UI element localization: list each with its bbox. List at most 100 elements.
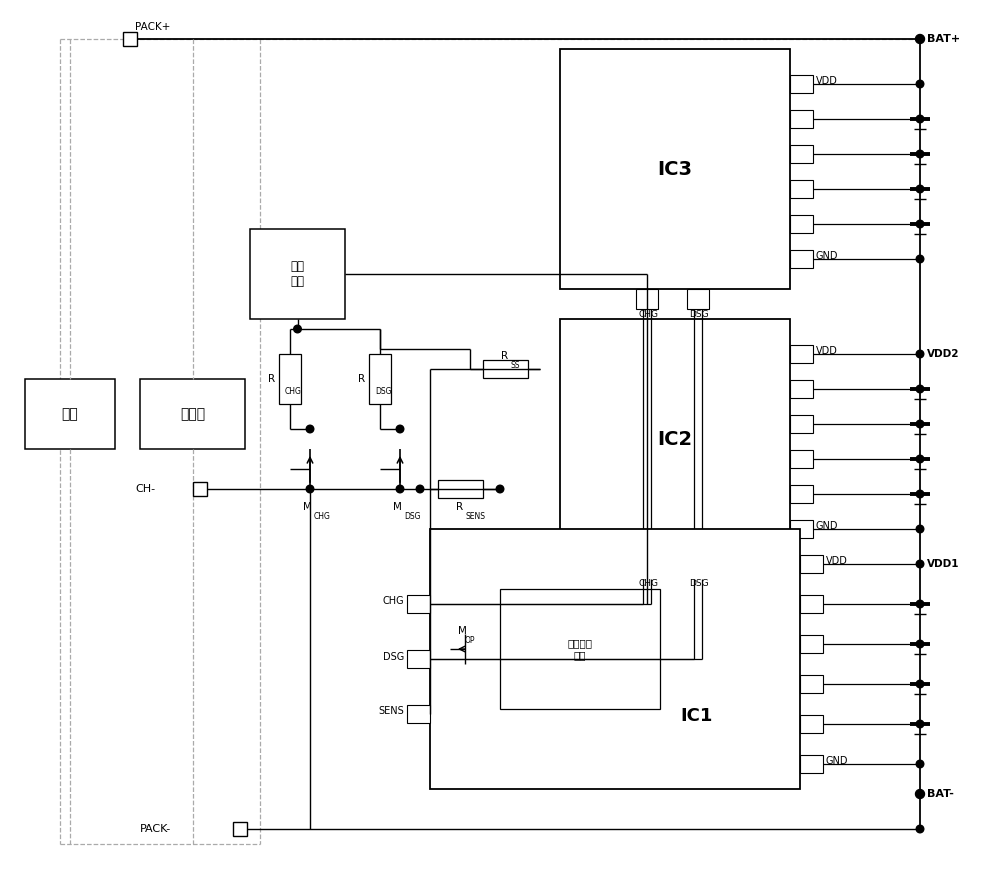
Bar (790, 380, 813, 398)
Text: VDD: VDD (826, 556, 848, 566)
Text: DSG: DSG (404, 512, 421, 521)
Circle shape (916, 255, 924, 262)
Text: R: R (456, 502, 464, 512)
Circle shape (306, 485, 314, 493)
Circle shape (916, 490, 924, 498)
Text: CHG: CHG (285, 387, 302, 396)
Bar (790, 250, 813, 268)
Text: DSG: DSG (383, 652, 404, 661)
Bar (483, 360, 528, 378)
Text: CH-: CH- (135, 484, 155, 494)
Bar (407, 650, 430, 668)
Circle shape (496, 485, 504, 493)
Bar (800, 635, 823, 653)
Circle shape (916, 561, 924, 567)
Text: IC3: IC3 (658, 160, 692, 178)
Circle shape (916, 385, 924, 393)
Text: 负载: 负载 (62, 407, 78, 421)
Text: BAT-: BAT- (927, 789, 954, 799)
Text: VDD2: VDD2 (927, 349, 960, 359)
Text: VDD: VDD (816, 346, 838, 356)
Circle shape (416, 485, 424, 493)
Bar (790, 145, 813, 163)
Bar (790, 450, 813, 468)
Circle shape (916, 80, 924, 88)
Text: CHG: CHG (314, 512, 331, 521)
Text: VDD1: VDD1 (927, 559, 960, 569)
Circle shape (916, 790, 924, 799)
Circle shape (916, 150, 924, 158)
Text: SENS: SENS (378, 706, 404, 717)
Circle shape (916, 640, 924, 647)
Bar (233, 822, 247, 836)
Bar (430, 529, 800, 789)
Text: DSG: DSG (689, 309, 709, 319)
Text: R: R (268, 374, 275, 384)
Circle shape (396, 485, 404, 493)
Circle shape (916, 35, 924, 43)
Text: PACK-: PACK- (140, 824, 171, 834)
Text: M: M (458, 626, 467, 636)
Bar (140, 379, 245, 449)
Bar (790, 345, 813, 363)
Bar (560, 319, 790, 559)
Circle shape (916, 600, 924, 607)
Circle shape (916, 525, 924, 533)
Text: M: M (303, 502, 311, 512)
Circle shape (916, 220, 924, 228)
Circle shape (916, 185, 924, 193)
Bar (790, 520, 813, 538)
Text: DSG: DSG (689, 580, 709, 588)
Bar (687, 559, 709, 579)
Text: CHG: CHG (382, 596, 404, 607)
Bar (636, 289, 658, 309)
Bar (790, 415, 813, 433)
Text: GND: GND (826, 756, 848, 766)
Bar (407, 705, 430, 723)
Text: VDD: VDD (816, 76, 838, 86)
Circle shape (916, 455, 924, 463)
Circle shape (916, 826, 924, 833)
Circle shape (916, 760, 924, 768)
Bar (279, 354, 301, 404)
Bar (800, 755, 823, 773)
Text: M: M (393, 502, 401, 512)
Bar (800, 715, 823, 733)
Text: R: R (358, 374, 365, 384)
Bar (790, 215, 813, 233)
Bar (687, 289, 709, 309)
Bar (790, 485, 813, 503)
Bar (800, 555, 823, 573)
Text: OP: OP (465, 636, 476, 645)
Circle shape (916, 720, 924, 728)
Text: IC1: IC1 (680, 707, 713, 726)
Bar (790, 75, 813, 93)
Bar (790, 180, 813, 198)
Bar (800, 675, 823, 693)
Bar (407, 595, 430, 613)
Text: SENS: SENS (465, 512, 485, 521)
Circle shape (306, 425, 314, 433)
Text: CHG: CHG (638, 309, 658, 319)
Circle shape (916, 116, 924, 123)
Bar (25, 379, 115, 449)
Text: CHG: CHG (638, 580, 658, 588)
Text: BAT+: BAT+ (927, 34, 960, 44)
Circle shape (916, 421, 924, 428)
Text: 过压检测
电路: 过压检测 电路 (568, 638, 592, 660)
Circle shape (294, 325, 301, 333)
Text: IC2: IC2 (657, 429, 693, 448)
Bar (438, 480, 483, 498)
Text: SS: SS (510, 361, 520, 370)
Text: PACK+: PACK+ (135, 22, 170, 32)
Text: 隔离
模块: 隔离 模块 (291, 260, 305, 288)
Bar (636, 559, 658, 579)
Text: R: R (501, 351, 509, 361)
Text: DSG: DSG (375, 387, 392, 396)
Circle shape (396, 425, 404, 433)
Text: 充电器: 充电器 (180, 407, 205, 421)
Bar (193, 482, 207, 496)
Bar (369, 354, 391, 404)
Bar (790, 110, 813, 128)
Bar (250, 229, 345, 319)
